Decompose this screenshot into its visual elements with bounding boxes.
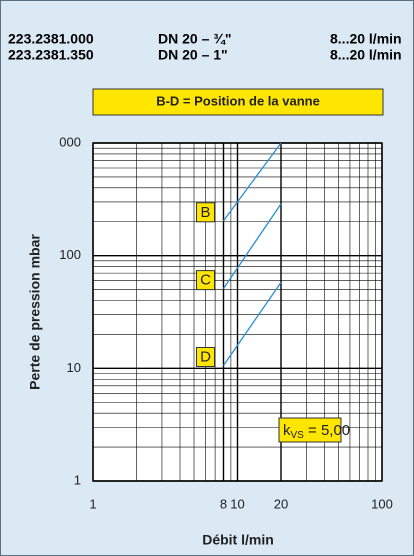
series-label: D (200, 348, 211, 365)
annotation-part: = 5,00 (304, 422, 350, 439)
header-text: DN 20 – ¾" (158, 31, 232, 47)
title-box (92, 88, 384, 116)
x-tick-label: 8 (220, 496, 227, 511)
header-text: DN 20 – 1" (158, 47, 228, 63)
header-text: 8...20 l/min (330, 47, 402, 63)
x-tick-label: 100 (371, 496, 393, 511)
series-line (222, 281, 282, 366)
y-tick-label: 1 (74, 472, 81, 487)
y-axis-label: Perte de pression mbar (27, 234, 43, 390)
annotation-box (278, 417, 342, 443)
series-label-box (195, 346, 215, 367)
header-text: 223.2381.000 (8, 31, 94, 47)
annotation-part: k (283, 422, 291, 439)
series-label: B (200, 204, 210, 221)
x-tick-label: 20 (274, 496, 288, 511)
x-tick-label: 1 (89, 496, 96, 511)
series-label-box (195, 202, 215, 223)
plot-frame (92, 142, 383, 482)
series-line (222, 203, 282, 289)
x-axis-label: Débit l/min (202, 532, 274, 548)
series-label: C (200, 272, 211, 289)
x-tick-label: 10 (230, 496, 244, 511)
header-text: 223.2381.350 (8, 47, 94, 63)
header-text: 8...20 l/min (330, 31, 402, 47)
annotation: kVS = 5,00 (283, 422, 350, 441)
series-line (222, 142, 282, 222)
y-tick-label: 10 (67, 360, 81, 375)
annotation-part: VS (291, 430, 305, 441)
y-tick-label: 000 (59, 134, 81, 149)
y-tick-label: 100 (59, 247, 81, 262)
series-label-box (195, 270, 215, 291)
chart-title: B-D = Position de la vanne (156, 93, 320, 108)
